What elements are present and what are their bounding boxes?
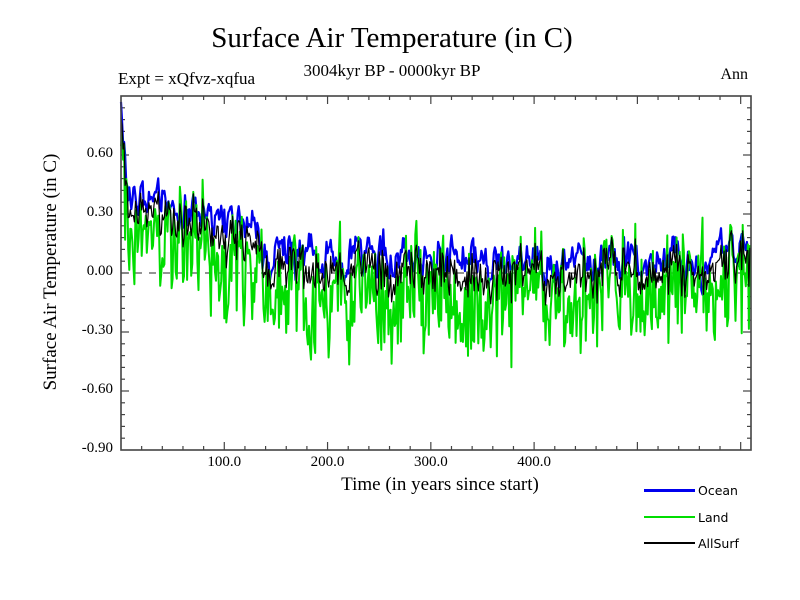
chart-title: Surface Air Temperature (in C) bbox=[211, 22, 573, 54]
experiment-label: Expt = xQfvz-xqfua bbox=[118, 69, 256, 88]
legend-line-land bbox=[644, 516, 695, 518]
data-series bbox=[119, 101, 752, 369]
legend-entry-land: Land bbox=[644, 509, 728, 525]
legend-label-allsurf: AllSurf bbox=[698, 535, 739, 551]
legend-entry-ocean: Ocean bbox=[644, 482, 738, 498]
series-allsurf bbox=[120, 117, 751, 306]
legend-entry-allsurf: AllSurf bbox=[644, 535, 739, 551]
x-axis-label: Time (in years since start) bbox=[341, 474, 539, 495]
period-label: Ann bbox=[720, 66, 748, 83]
legend-line-ocean bbox=[644, 488, 695, 492]
legend-label-land: Land bbox=[698, 509, 729, 525]
series-land bbox=[120, 132, 751, 369]
chart-subtitle: 3004kyr BP - 0000kyr BP bbox=[303, 61, 481, 80]
plot-frame bbox=[120, 95, 752, 451]
legend-label-ocean: Ocean bbox=[698, 482, 738, 498]
legend-line-allsurf bbox=[644, 542, 695, 544]
y-axis-label: Surface Air Temperature (in C) bbox=[40, 153, 61, 391]
